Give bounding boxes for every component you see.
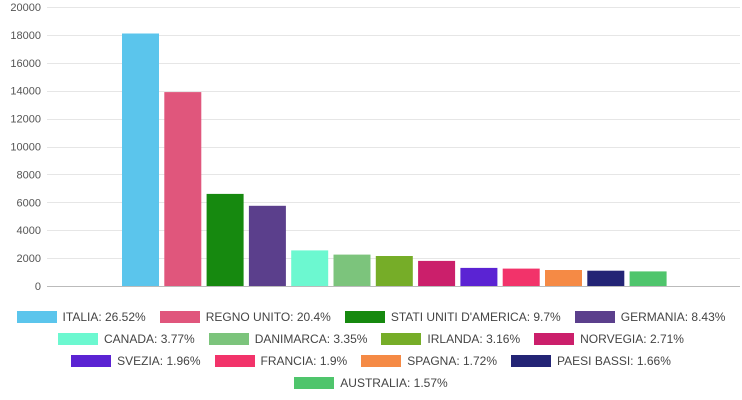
bar-germania[interactable]	[248, 205, 286, 286]
legend-label: CANADA: 3.77%	[104, 332, 195, 346]
bar-paesi-bassi[interactable]	[587, 270, 625, 286]
bar-australia[interactable]	[629, 271, 667, 286]
legend-item[interactable]: DANIMARCA: 3.35%	[208, 332, 368, 346]
y-axis: 0 2000 4000 6000 8000 10000 12000 14000 16000 180…	[10, 2, 41, 293]
legend-label: NORVEGIA: 2.71%	[580, 332, 684, 346]
legend: ITALIA: 26.52% REGNO UNITO: 20.4% STATI UN…	[0, 306, 742, 394]
legend-item[interactable]: CANADA: 3.77%	[58, 332, 195, 346]
bar-francia[interactable]	[502, 268, 540, 286]
legend-swatch	[58, 333, 99, 345]
bar-danimarca[interactable]	[333, 254, 371, 286]
legend-swatch	[16, 311, 57, 323]
legend-swatch	[208, 333, 249, 345]
y-tick-label: 2000	[17, 253, 41, 265]
legend-row: SVEZIA: 1.96% FRANCIA: 1.9% SPAGNA: 1.72% P…	[0, 350, 742, 372]
bar-chart: 0 2000 4000 6000 8000 10000 12000 14000 16000 180…	[10, 2, 740, 293]
y-tick-label: 6000	[17, 197, 41, 209]
legend-swatch	[511, 355, 552, 367]
legend-swatch	[381, 333, 422, 345]
legend-row: CANADA: 3.77% DANIMARCA: 3.35% IRLANDA: 3.…	[0, 328, 742, 350]
y-tick-label: 18000	[10, 30, 41, 42]
bars	[122, 33, 667, 287]
legend-label: AUSTRALIA: 1.57%	[340, 376, 448, 390]
legend-item[interactable]: PAESI BASSI: 1.66%	[511, 354, 671, 368]
bar-svezia[interactable]	[460, 267, 498, 286]
legend-item[interactable]: ITALIA: 26.52%	[16, 310, 146, 324]
legend-label: SPAGNA: 1.72%	[407, 354, 498, 368]
legend-item[interactable]: NORVEGIA: 2.71%	[534, 332, 684, 346]
legend-label: STATI UNITI D'AMERICA: 9.7%	[390, 310, 561, 324]
legend-swatch	[574, 311, 615, 323]
legend-swatch	[159, 311, 200, 323]
bar-canada[interactable]	[291, 250, 329, 286]
legend-item[interactable]: AUSTRALIA: 1.57%	[294, 376, 448, 390]
legend-swatch	[344, 311, 385, 323]
y-tick-label: 16000	[10, 58, 41, 70]
bar-italia[interactable]	[122, 33, 159, 287]
legend-item[interactable]: STATI UNITI D'AMERICA: 9.7%	[344, 310, 561, 324]
legend-item[interactable]: SVEZIA: 1.96%	[71, 354, 201, 368]
bar-spagna[interactable]	[545, 270, 582, 286]
legend-label: ITALIA: 26.52%	[62, 310, 146, 324]
y-tick-label: 12000	[10, 114, 41, 126]
y-tick-label: 4000	[17, 225, 41, 237]
bar-stati-uniti-d-america[interactable]	[206, 193, 244, 286]
legend-label: REGNO UNITO: 20.4%	[205, 310, 331, 324]
bar-irlanda[interactable]	[375, 256, 413, 286]
legend-label: SVEZIA: 1.96%	[117, 354, 201, 368]
legend-swatch	[361, 355, 402, 367]
legend-row: ITALIA: 26.52% REGNO UNITO: 20.4% STATI UN…	[0, 306, 742, 328]
bar-regno-unito[interactable]	[164, 92, 202, 286]
legend-label: PAESI BASSI: 1.66%	[557, 354, 671, 368]
legend-swatch	[534, 333, 575, 345]
y-tick-label: 20000	[10, 2, 41, 14]
legend-swatch	[294, 377, 335, 389]
y-tick-label: 10000	[10, 142, 41, 154]
legend-label: GERMANIA: 8.43%	[620, 310, 726, 324]
legend-item[interactable]: REGNO UNITO: 20.4%	[159, 310, 331, 324]
legend-item[interactable]: IRLANDA: 3.16%	[381, 332, 520, 346]
legend-item[interactable]: GERMANIA: 8.43%	[574, 310, 726, 324]
legend-label: DANIMARCA: 3.35%	[254, 332, 368, 346]
legend-label: IRLANDA: 3.16%	[427, 332, 521, 346]
y-tick-label: 14000	[10, 86, 41, 98]
legend-label: FRANCIA: 1.9%	[260, 354, 348, 368]
bar-norvegia[interactable]	[418, 260, 456, 286]
legend-swatch	[214, 355, 255, 367]
y-tick-label: 0	[35, 281, 41, 293]
y-tick-label: 8000	[17, 169, 41, 181]
legend-row: AUSTRALIA: 1.57%	[0, 372, 742, 394]
legend-item[interactable]: SPAGNA: 1.72%	[361, 354, 497, 368]
legend-swatch	[71, 355, 112, 367]
legend-item[interactable]: FRANCIA: 1.9%	[214, 354, 348, 368]
gridlines	[47, 7, 740, 287]
